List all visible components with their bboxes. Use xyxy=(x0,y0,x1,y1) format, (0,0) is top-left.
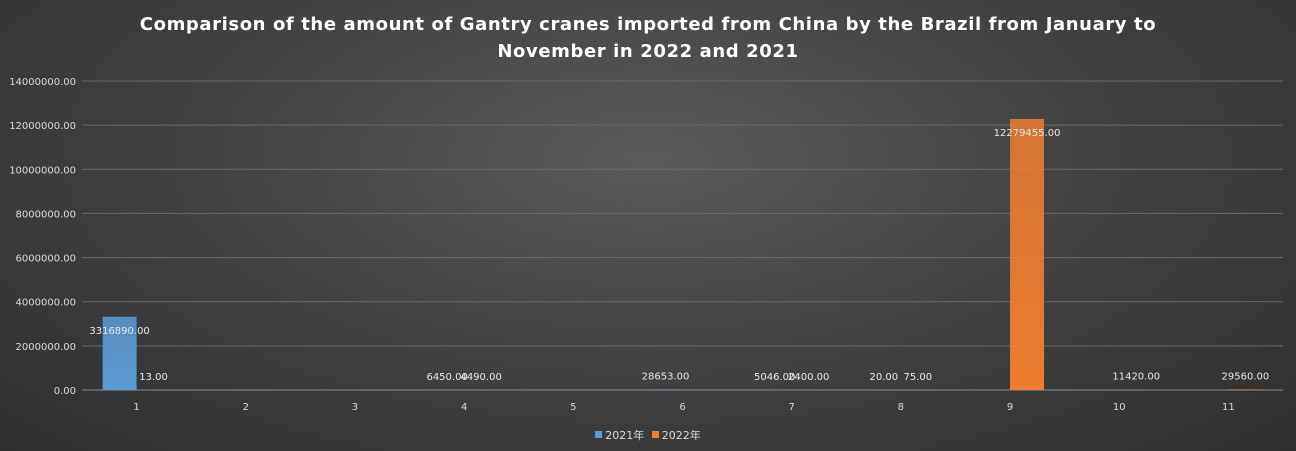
legend-label-2022: 2022年 xyxy=(661,429,701,442)
data-label: 11420.00 xyxy=(1112,372,1160,383)
y-tick-label: 0.00 xyxy=(54,386,76,397)
x-tick-label: 5 xyxy=(570,402,576,413)
y-tick-label: 8000000.00 xyxy=(16,209,76,220)
x-tick-label: 6 xyxy=(679,402,685,413)
x-tick-label: 8 xyxy=(898,402,904,413)
y-tick-label: 6000000.00 xyxy=(16,254,76,265)
data-label: 6450.00 xyxy=(426,372,467,383)
bar-2021-6 xyxy=(648,389,683,390)
x-tick-label: 9 xyxy=(1007,402,1013,413)
x-tick-label: 10 xyxy=(1113,402,1126,413)
bar-2021-1 xyxy=(102,316,137,390)
legend-swatch-2022 xyxy=(651,431,659,438)
data-label: 5046.00 xyxy=(754,372,795,383)
data-label: 13.00 xyxy=(139,372,168,383)
y-tick-label: 14000000.00 xyxy=(9,77,76,88)
bar-2022-9 xyxy=(1010,118,1045,390)
y-tick-label: 12000000.00 xyxy=(9,121,76,132)
x-tick-label: 7 xyxy=(788,402,794,413)
data-label: 12279455.00 xyxy=(994,128,1061,139)
x-tick-label: 11 xyxy=(1222,402,1235,413)
data-label: 75.00 xyxy=(904,372,933,383)
data-label: 2400.00 xyxy=(788,372,829,383)
data-label: 3316890.00 xyxy=(89,326,149,337)
data-label: 4490.00 xyxy=(460,372,501,383)
data-label: 29560.00 xyxy=(1222,371,1270,382)
x-tick-label: 1 xyxy=(133,402,139,413)
x-tick-label: 2 xyxy=(243,402,249,413)
data-label: 20.00 xyxy=(870,372,899,383)
y-tick-label: 10000000.00 xyxy=(9,165,76,176)
bar-2022-11 xyxy=(1228,389,1263,390)
y-tick-label: 2000000.00 xyxy=(16,342,76,353)
legend-item-2021: 2021年 xyxy=(595,427,644,443)
legend-item-2022: 2022年 xyxy=(651,427,701,443)
legend-swatch-2021 xyxy=(595,431,603,438)
chart-title: Comparison of the amount of Gantry crane… xyxy=(139,14,1157,62)
legend-label-2021: 2021年 xyxy=(605,429,645,442)
x-tick-label: 4 xyxy=(461,402,467,413)
data-label: 28653.00 xyxy=(642,371,690,382)
legend: 2021年 2022年 xyxy=(0,427,1296,443)
x-tick-label: 3 xyxy=(352,402,358,413)
y-tick-label: 4000000.00 xyxy=(16,298,76,309)
